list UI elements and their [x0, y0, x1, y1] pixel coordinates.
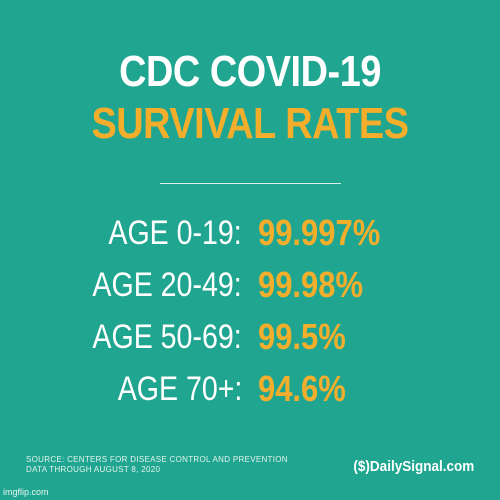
age-row: AGE 50-69: 99.5%	[0, 312, 500, 362]
data-date-line: DATA THROUGH AUGUST 8, 2020	[26, 465, 161, 474]
age-label: AGE 70+:	[117, 370, 242, 408]
age-label: AGE 0-19:	[108, 214, 242, 252]
age-label: AGE 50-69:	[92, 318, 242, 356]
brand-logo: ($)DailySignal.com	[353, 456, 474, 478]
survival-rate: 99.5%	[258, 316, 346, 357]
survival-rate: 94.6%	[258, 368, 346, 409]
survival-rate: 99.997%	[258, 212, 381, 253]
age-label: AGE 20-49:	[92, 266, 242, 304]
source-note: SOURCE: CENTERS FOR DISEASE CONTROL AND …	[26, 455, 288, 475]
age-row: AGE 70+: 94.6%	[0, 364, 500, 414]
survival-rate: 99.98%	[258, 264, 364, 305]
watermark: imgflip.com	[3, 487, 49, 497]
daily-signal-logo-icon: ($)	[353, 458, 370, 475]
source-line: SOURCE: CENTERS FOR DISEASE CONTROL AND …	[26, 455, 288, 464]
age-row: AGE 0-19: 99.997%	[0, 208, 500, 258]
age-row: AGE 20-49: 99.98%	[0, 260, 500, 310]
brand-name: DailySignal.com	[369, 458, 474, 475]
title-line-2: SURVIVAL RATES	[91, 99, 409, 148]
divider	[160, 183, 341, 184]
title-line-1: CDC COVID-19	[119, 47, 381, 96]
